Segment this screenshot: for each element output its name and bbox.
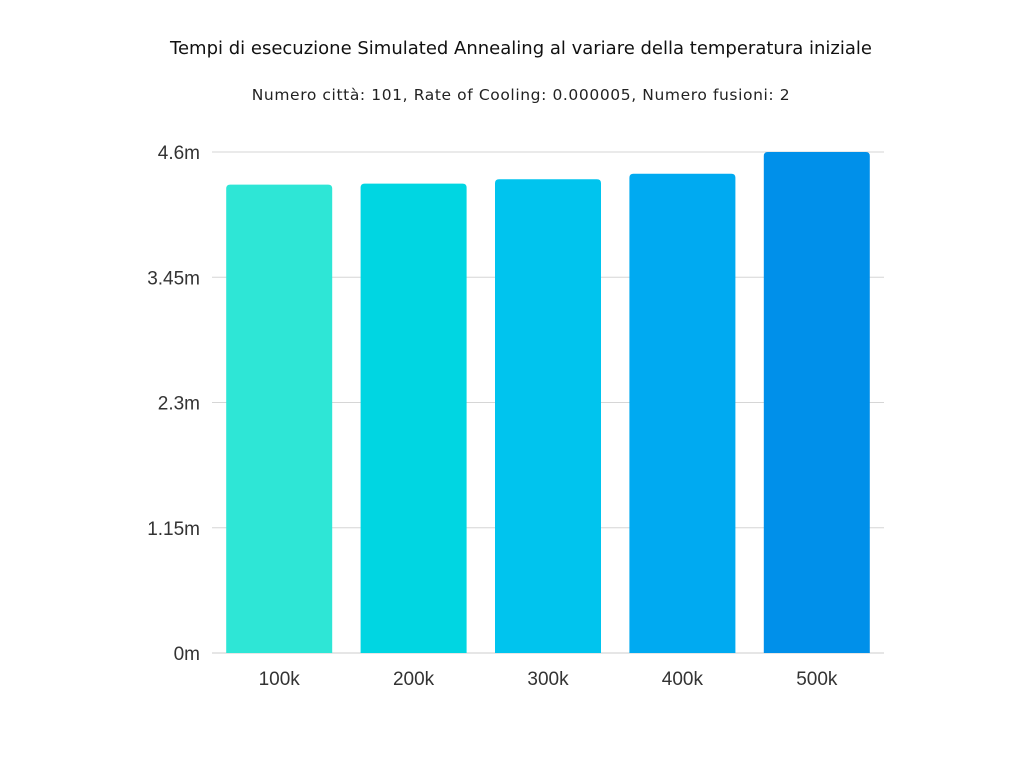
x-tick-label: 100k: [259, 669, 301, 690]
x-tick-label: 200k: [393, 669, 435, 690]
bars: [226, 152, 870, 654]
y-tick-label: 2.3m: [158, 394, 200, 415]
bar-200k: [360, 183, 467, 653]
bar-100k: [226, 184, 333, 653]
bar-400k: [629, 173, 736, 654]
x-tick-label: 300k: [527, 669, 569, 690]
y-tick-label: 1.15m: [147, 519, 200, 540]
bar-500k: [763, 152, 870, 653]
chart-subtitle: Numero città: 101, Rate of Cooling: 0.00…: [252, 86, 791, 104]
y-axis-tick-labels: 0m 1.15m 2.3m 3.45m 4.6m: [147, 143, 200, 665]
y-tick-label: 0m: [174, 644, 200, 665]
x-axis-tick-labels: 100k 200k 300k 400k 500k: [259, 669, 838, 690]
x-tick-label: 400k: [662, 669, 704, 690]
y-tick-label: 3.45m: [147, 268, 200, 289]
chart-title: Tempi di esecuzione Simulated Annealing …: [169, 38, 872, 59]
x-tick-label: 500k: [796, 669, 838, 690]
y-tick-label: 4.6m: [158, 143, 200, 164]
bar-300k: [495, 179, 601, 653]
